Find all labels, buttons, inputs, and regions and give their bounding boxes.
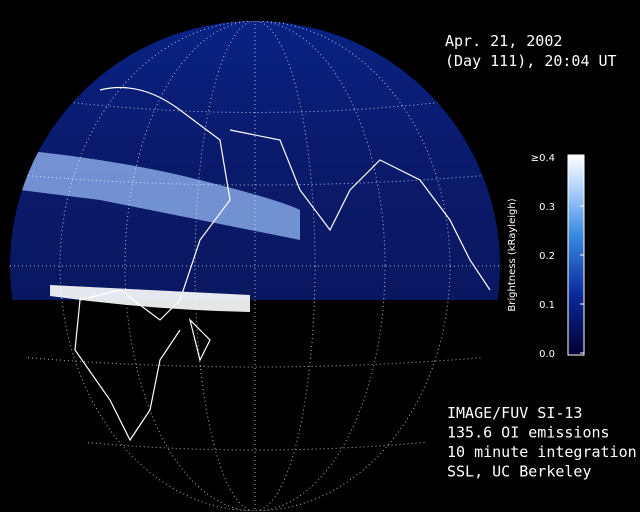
tick-label: 0.0: [539, 349, 555, 360]
globe: [10, 21, 500, 511]
credit-line: 135.6 OI emissions: [447, 424, 610, 442]
tick-label: 0.2: [539, 251, 555, 262]
colorbar-ticks: 0.0 0.1 0.2 0.3 ≥0.4: [531, 153, 584, 360]
credit-line: IMAGE/FUV SI-13: [447, 404, 582, 422]
tick-label: 0.3: [539, 202, 555, 213]
colorbar-label: Brightness (kRayleigh): [507, 198, 518, 311]
credit-line: SSL, UC Berkeley: [447, 463, 592, 481]
tick-label: ≥0.4: [531, 153, 555, 164]
time: (Day 111), 20:04 UT: [445, 52, 617, 70]
credit-line: 10 minute integration: [447, 443, 637, 461]
date: Apr. 21, 2002: [445, 32, 562, 50]
tick-label: 0.1: [539, 300, 555, 311]
